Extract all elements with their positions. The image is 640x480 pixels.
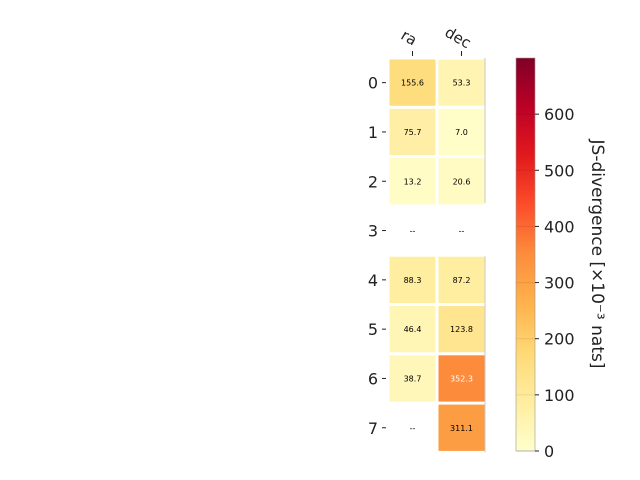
cell-value-label: 88.3: [404, 276, 422, 285]
cell-value-label: 123.8: [450, 325, 473, 334]
heatmap-cell: [389, 108, 436, 156]
cell-value-label: --: [459, 227, 465, 236]
row-label: 0: [368, 74, 378, 93]
column-label: ra: [398, 26, 420, 49]
heatmap-cell: [438, 306, 485, 353]
cell-value-label: 13.2: [404, 177, 422, 186]
row-labels: 0 1 2 3 4 5 6 7: [368, 74, 386, 438]
cell-value-label: 155.6: [401, 79, 424, 88]
cell-value-label: 38.7: [404, 374, 422, 383]
heatmap-cell: [438, 404, 485, 451]
heatmap-cell: [438, 108, 485, 156]
heatmap-cell: [389, 59, 436, 106]
colorbar-tick-label: 300: [544, 274, 575, 293]
heatmap-cell: [438, 158, 485, 205]
row-label: 2: [368, 172, 378, 191]
cell-value-label: --: [410, 227, 416, 236]
heatmap-cell: [389, 256, 436, 303]
heatmap-cell: [438, 355, 485, 402]
colorbar-tick-label: 500: [544, 161, 575, 180]
heatmap-cells: 155.6 53.3 75.7 7.0 13.2 20.6 -- -- 88.3 87.2 46.4…: [389, 58, 486, 453]
cell-value-label: 87.2: [453, 276, 471, 285]
colorbar-label: JS-divergence [×10⁻³ nats]: [587, 139, 607, 369]
colorbar-gradient: [515, 57, 536, 452]
cell-value-label: 20.6: [453, 177, 471, 186]
column-label: dec: [442, 23, 474, 52]
heatmap-cell: [438, 59, 485, 106]
colorbar-tick-label: 100: [544, 386, 575, 405]
row-label: 5: [368, 320, 378, 339]
row-label: 1: [368, 123, 378, 142]
cell-value-label: 352.3: [450, 374, 473, 383]
heatmap-cell: [389, 158, 436, 205]
colorbar-tick-label: 200: [544, 330, 575, 349]
heatmap-cell: [389, 306, 436, 353]
colorbar-tick-label: 0: [544, 442, 554, 461]
row-label: 4: [368, 271, 378, 290]
heatmap-cell: [389, 355, 436, 402]
cell-value-label: 311.1: [450, 424, 473, 433]
row-label: 7: [368, 419, 378, 438]
column-labels: ra dec: [398, 23, 474, 56]
cell-value-label: 53.3: [453, 79, 471, 88]
colorbar-ticks: 0 100 200 300 400 500 600: [516, 105, 575, 461]
cell-value-label: 7.0: [455, 128, 468, 137]
cell-value-label: --: [410, 424, 416, 433]
cell-value-label: 75.7: [404, 128, 422, 137]
colorbar-tick-label: 400: [544, 217, 575, 236]
colorbar: 0 100 200 300 400 500 600 JS-divergence [×10⁻³…: [515, 57, 607, 461]
row-label: 3: [368, 222, 378, 241]
colorbar-tick-label: 600: [544, 105, 575, 124]
row-label: 6: [368, 369, 378, 388]
cell-value-label: 46.4: [404, 325, 422, 334]
heatmap-cell: [438, 256, 485, 303]
